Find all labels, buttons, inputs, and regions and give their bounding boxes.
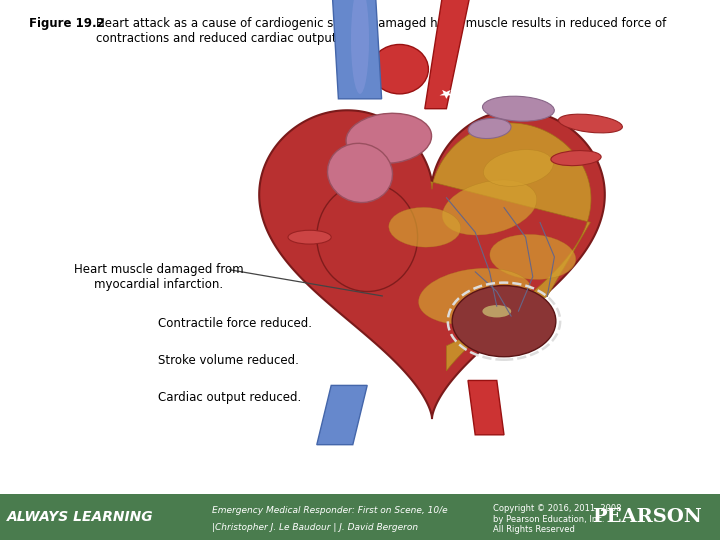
Polygon shape <box>259 110 605 418</box>
Text: Contractile force reduced.: Contractile force reduced. <box>158 317 312 330</box>
Ellipse shape <box>490 234 576 279</box>
Circle shape <box>452 286 556 357</box>
Ellipse shape <box>288 230 331 244</box>
Text: PEARSON: PEARSON <box>593 508 702 526</box>
Ellipse shape <box>418 268 532 325</box>
Ellipse shape <box>371 44 428 94</box>
Text: Heart attack as a cause of cardiogenic shock: Damaged heart muscle results in re: Heart attack as a cause of cardiogenic s… <box>96 17 666 45</box>
Text: Heart muscle damaged from
myocardial infarction.: Heart muscle damaged from myocardial inf… <box>73 262 243 291</box>
Ellipse shape <box>482 305 511 318</box>
Text: Emergency Medical Responder: First on Scene, 10/e: Emergency Medical Responder: First on Sc… <box>212 505 448 515</box>
Ellipse shape <box>328 143 392 202</box>
Text: |Christopher J. Le Baudour | J. David Bergeron: |Christopher J. Le Baudour | J. David Be… <box>212 523 418 532</box>
Ellipse shape <box>484 150 553 186</box>
Ellipse shape <box>346 113 431 164</box>
Ellipse shape <box>389 207 461 247</box>
Ellipse shape <box>442 180 537 235</box>
Text: Cardiac output reduced.: Cardiac output reduced. <box>158 392 302 404</box>
Ellipse shape <box>317 183 418 292</box>
Ellipse shape <box>482 96 554 121</box>
Ellipse shape <box>468 118 511 139</box>
Polygon shape <box>425 0 475 109</box>
Polygon shape <box>468 381 504 435</box>
Polygon shape <box>439 90 454 99</box>
Text: All Rights Reserved: All Rights Reserved <box>493 525 575 535</box>
Ellipse shape <box>351 0 369 94</box>
Text: Copyright © 2016, 2011, 2008: Copyright © 2016, 2011, 2008 <box>493 504 621 514</box>
Polygon shape <box>317 386 367 445</box>
Polygon shape <box>431 123 591 370</box>
Text: by Pearson Education, Inc.: by Pearson Education, Inc. <box>493 515 605 524</box>
Ellipse shape <box>551 151 601 166</box>
Text: Stroke volume reduced.: Stroke volume reduced. <box>158 354 300 367</box>
Polygon shape <box>331 0 382 99</box>
Text: Figure 19.2: Figure 19.2 <box>29 17 104 30</box>
Ellipse shape <box>559 114 622 133</box>
Text: ALWAYS LEARNING: ALWAYS LEARNING <box>7 510 154 524</box>
